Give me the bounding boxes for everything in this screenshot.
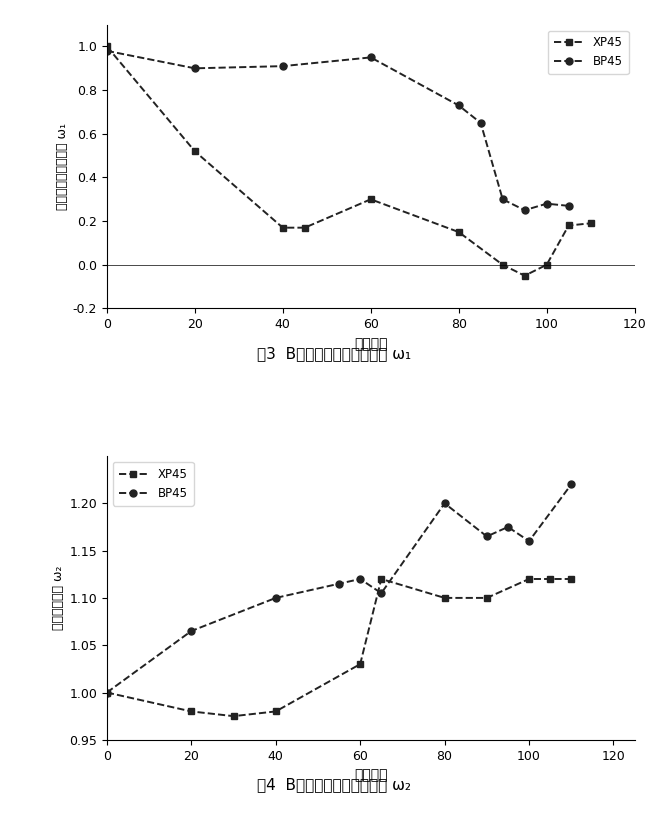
BP45 <box>103 46 111 56</box>
BP45 <box>367 53 375 62</box>
Text: 图4  B溶液中循环后评价参数 ω₂: 图4 B溶液中循环后评价参数 ω₂ <box>257 778 411 792</box>
X-axis label: 循环次数: 循环次数 <box>354 768 387 782</box>
Legend: XP45, BP45: XP45, BP45 <box>113 462 194 506</box>
BP45 <box>483 532 491 542</box>
XP45 <box>356 659 364 669</box>
XP45 <box>187 706 195 716</box>
BP45 <box>542 199 550 209</box>
XP45 <box>546 574 554 584</box>
BP45 <box>567 479 575 489</box>
XP45 <box>230 711 238 721</box>
XP45 <box>455 227 463 237</box>
BP45 <box>504 522 512 532</box>
XP45 <box>272 706 280 716</box>
X-axis label: 循环次数: 循环次数 <box>354 337 387 351</box>
XP45 <box>377 574 385 584</box>
XP45 <box>301 223 309 233</box>
Y-axis label: 质量评价参数 ω₂: 质量评价参数 ω₂ <box>52 566 65 630</box>
XP45 <box>441 593 449 603</box>
BP45 <box>477 118 485 128</box>
BP45 <box>441 498 449 508</box>
BP45 <box>272 593 280 603</box>
BP45 <box>335 579 343 589</box>
XP45 <box>191 146 199 156</box>
BP45 <box>279 61 287 71</box>
XP45 <box>542 260 550 270</box>
XP45 <box>498 260 507 270</box>
XP45 <box>564 220 572 230</box>
Text: 图3  B溶液中循环后评价参数 ω₁: 图3 B溶液中循环后评价参数 ω₁ <box>257 346 411 361</box>
XP45 <box>520 270 528 280</box>
XP45 <box>279 223 287 233</box>
Legend: XP45, BP45: XP45, BP45 <box>548 30 629 74</box>
BP45 <box>520 206 528 215</box>
XP45 <box>367 194 375 204</box>
XP45 <box>587 219 595 229</box>
BP45 <box>356 574 364 584</box>
BP45 <box>564 201 572 210</box>
BP45 <box>103 687 111 697</box>
Y-axis label: 动弹性模量评价参数 ω₁: 动弹性模量评价参数 ω₁ <box>55 123 69 210</box>
XP45 <box>567 574 575 584</box>
Line: XP45: XP45 <box>104 43 594 279</box>
Line: XP45: XP45 <box>104 575 574 719</box>
BP45 <box>525 536 533 546</box>
XP45 <box>103 42 111 52</box>
BP45 <box>187 626 195 636</box>
BP45 <box>498 194 507 204</box>
XP45 <box>525 574 533 584</box>
BP45 <box>191 63 199 73</box>
Line: BP45: BP45 <box>104 481 574 696</box>
BP45 <box>377 589 385 598</box>
BP45 <box>455 100 463 110</box>
Line: BP45: BP45 <box>104 48 572 214</box>
XP45 <box>483 593 491 603</box>
XP45 <box>103 687 111 697</box>
